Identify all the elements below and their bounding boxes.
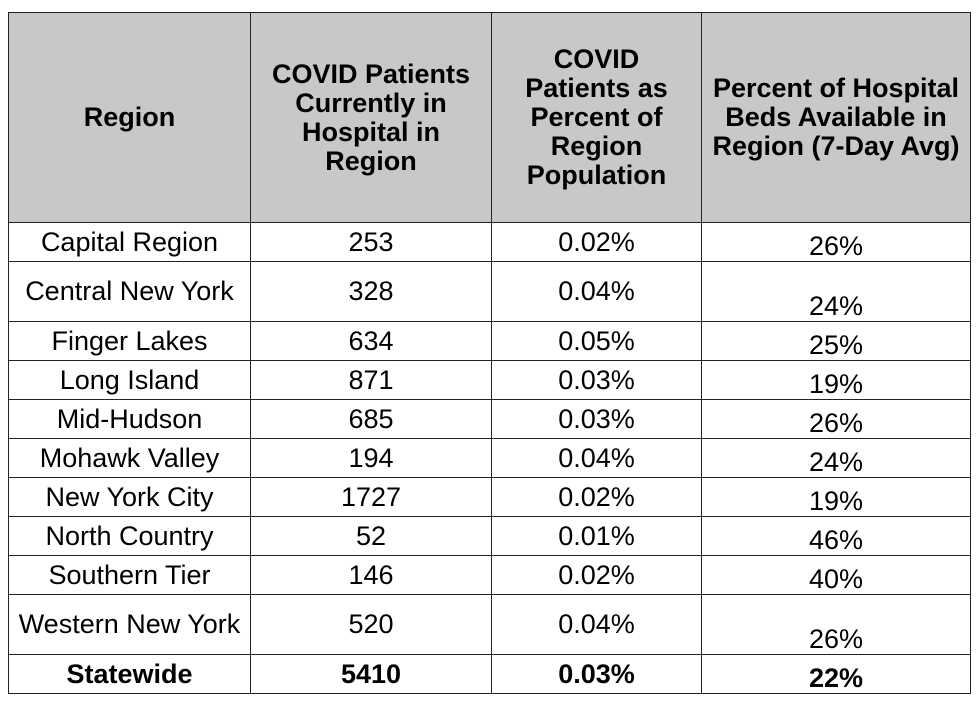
pct-beds-cell: 24% — [701, 261, 971, 322]
pct-population-cell: 0.03% — [491, 360, 702, 400]
region-cell: New York City — [8, 477, 251, 517]
table-row: New York City 1727 0.02% 19% — [8, 477, 971, 517]
pct-beds-cell: 26% — [701, 222, 971, 262]
region-cell: Mohawk Valley — [8, 438, 251, 478]
pct-population-cell: 0.04% — [491, 594, 702, 655]
patients-cell: 685 — [250, 399, 492, 439]
header-region: Region — [8, 12, 251, 223]
region-cell: Mid-Hudson — [8, 399, 251, 439]
region-cell: Finger Lakes — [8, 321, 251, 361]
table-row: Western New York 520 0.04% 26% — [8, 594, 971, 655]
patients-cell: 194 — [250, 438, 492, 478]
patients-cell: 52 — [250, 516, 492, 556]
pct-population-cell: 0.02% — [491, 555, 702, 595]
table-row: Southern Tier 146 0.02% 40% — [8, 555, 971, 595]
region-cell: Long Island — [8, 360, 251, 400]
header-row: Region COVID Patients Currently in Hospi… — [8, 12, 971, 223]
pct-population-cell: 0.04% — [491, 261, 702, 322]
table-row: Central New York 328 0.04% 24% — [8, 261, 971, 322]
total-region-cell: Statewide — [8, 654, 251, 694]
total-patients-cell: 5410 — [250, 654, 492, 694]
total-pct-population-cell: 0.03% — [491, 654, 702, 694]
table-row: Long Island 871 0.03% 19% — [8, 360, 971, 400]
patients-cell: 328 — [250, 261, 492, 322]
table-row: Capital Region 253 0.02% 26% — [8, 222, 971, 262]
patients-cell: 634 — [250, 321, 492, 361]
header-pct-beds: Percent of Hospital Beds Available in Re… — [701, 12, 971, 223]
header-patients: COVID Patients Currently in Hospital in … — [250, 12, 492, 223]
pct-beds-cell: 46% — [701, 516, 971, 556]
region-cell: North Country — [8, 516, 251, 556]
patients-cell: 146 — [250, 555, 492, 595]
table-wrapper: Region COVID Patients Currently in Hospi… — [8, 12, 971, 694]
total-row: Statewide 5410 0.03% 22% — [8, 654, 971, 694]
table-row: Mohawk Valley 194 0.04% 24% — [8, 438, 971, 478]
table-row: Finger Lakes 634 0.05% 25% — [8, 321, 971, 361]
pct-beds-cell: 24% — [701, 438, 971, 478]
table-row: North Country 52 0.01% 46% — [8, 516, 971, 556]
pct-population-cell: 0.02% — [491, 477, 702, 517]
pct-beds-cell: 26% — [701, 399, 971, 439]
pct-beds-cell: 19% — [701, 477, 971, 517]
patients-cell: 1727 — [250, 477, 492, 517]
covid-hospital-table: Region COVID Patients Currently in Hospi… — [8, 12, 971, 694]
pct-beds-cell: 40% — [701, 555, 971, 595]
pct-population-cell: 0.03% — [491, 399, 702, 439]
pct-population-cell: 0.01% — [491, 516, 702, 556]
pct-population-cell: 0.05% — [491, 321, 702, 361]
total-pct-beds-cell: 22% — [701, 654, 971, 694]
pct-population-cell: 0.02% — [491, 222, 702, 262]
region-cell: Western New York — [8, 594, 251, 655]
region-cell: Southern Tier — [8, 555, 251, 595]
patients-cell: 520 — [250, 594, 492, 655]
pct-beds-cell: 25% — [701, 321, 971, 361]
patients-cell: 871 — [250, 360, 492, 400]
table-row: Mid-Hudson 685 0.03% 26% — [8, 399, 971, 439]
region-cell: Capital Region — [8, 222, 251, 262]
header-pct-population: COVID Patients as Percent of Region Popu… — [491, 12, 702, 223]
pct-beds-cell: 19% — [701, 360, 971, 400]
pct-beds-cell: 26% — [701, 594, 971, 655]
pct-population-cell: 0.04% — [491, 438, 702, 478]
patients-cell: 253 — [250, 222, 492, 262]
region-cell: Central New York — [8, 261, 251, 322]
